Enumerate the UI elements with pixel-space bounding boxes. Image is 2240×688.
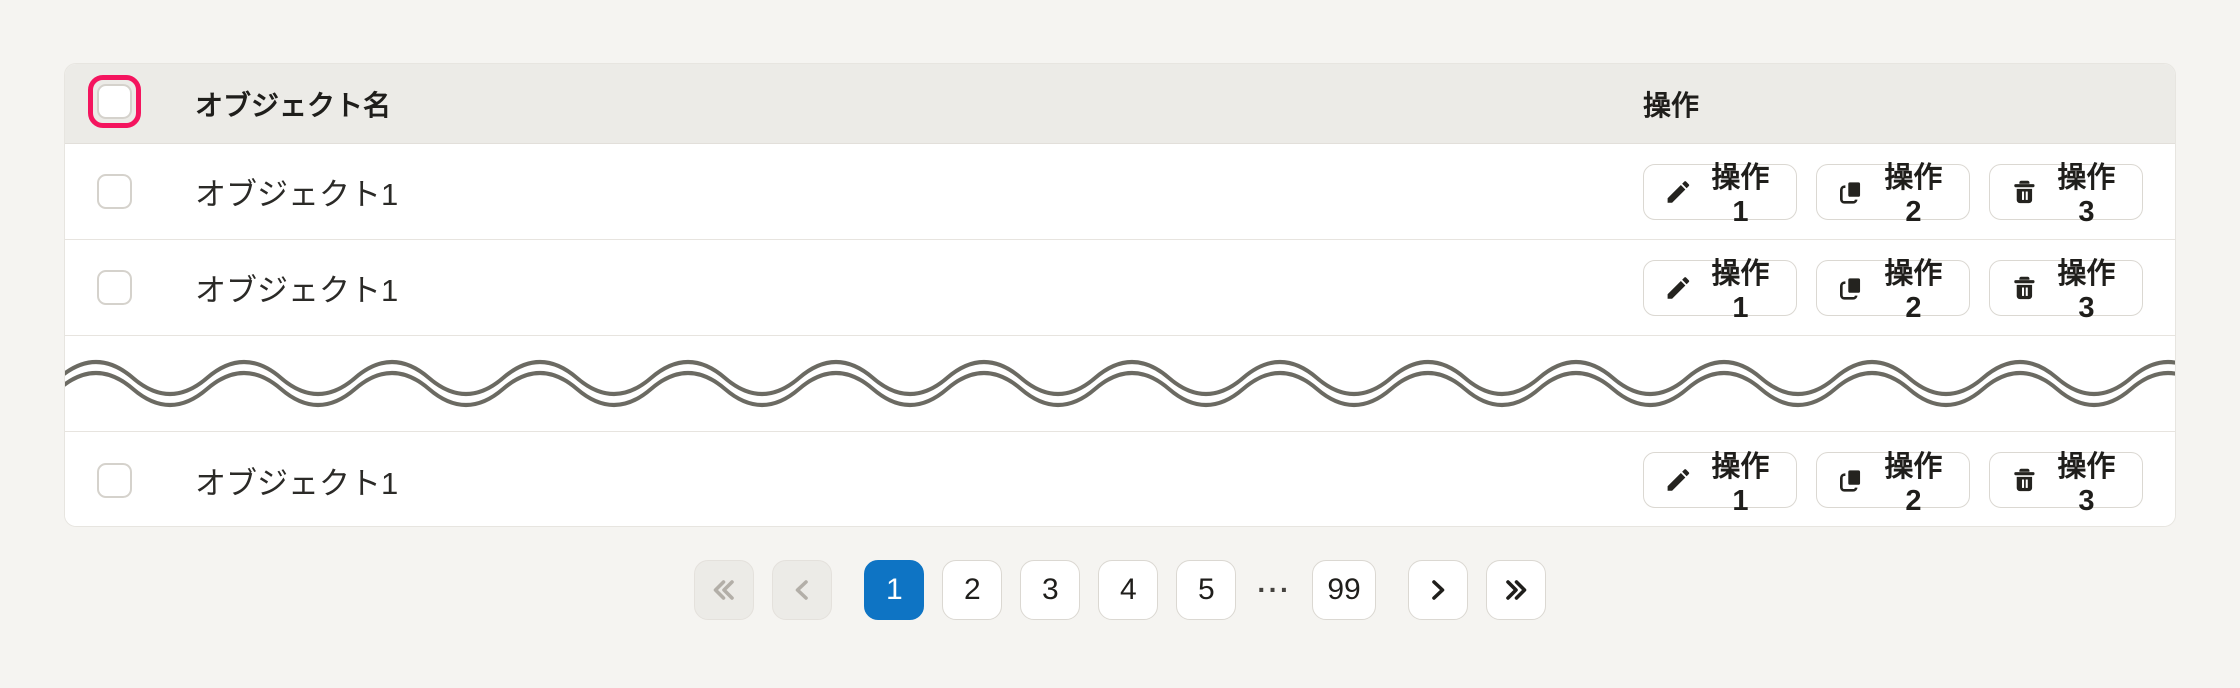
copy-icon [1840,467,1863,492]
row-checkbox[interactable] [97,462,132,498]
action-label: 操作1 [1711,162,1770,228]
chevrons-right-icon [1505,580,1526,600]
page-99-button[interactable]: 99 [1312,560,1376,620]
row-select-cell [97,270,133,305]
row-checkbox[interactable] [97,174,132,209]
action-label: 操作3 [2057,258,2116,324]
action-label: 操作3 [2057,162,2116,228]
action-label: 操作2 [1884,450,1943,517]
trash-icon [2014,468,2035,492]
truncation-row [65,336,2175,432]
page-2-button[interactable]: 2 [942,560,1003,620]
wavy-divider [65,359,2175,407]
row-select-cell [97,462,133,498]
row-select-cell [97,174,133,209]
last-page-button[interactable] [1485,560,1546,620]
delete-action-button[interactable]: 操作3 [1989,258,2143,324]
object-table: オブジェクト名 操作 オブジェクト1 操作1 操作2 操作3 [64,63,2176,527]
action-label: 操作3 [2057,450,2116,517]
table-row: オブジェクト1 操作1 操作2 操作3 [65,432,2175,526]
page-1-button[interactable]: 1 [864,560,925,620]
object-name: オブジェクト1 [195,273,399,308]
delete-action-button[interactable]: 操作3 [1989,162,2143,228]
page-3-button[interactable]: 3 [1020,560,1081,620]
chevron-right-icon [1431,580,1444,600]
copy-icon [1840,179,1863,204]
pencil-icon [1667,276,1690,299]
column-header-object-name: オブジェクト名 [195,89,392,121]
pencil-icon [1667,180,1690,203]
chevrons-left-icon [714,580,735,600]
select-all-focus-ring [88,74,141,128]
next-page-button[interactable] [1407,560,1468,620]
copy-icon [1840,275,1863,300]
page-number-group: 1 2 3 4 5 ··· 99 [864,560,1376,620]
pagination: 1 2 3 4 5 ··· 99 [0,560,2240,620]
delete-action-button[interactable]: 操作3 [1989,451,2143,517]
edit-action-button[interactable]: 操作1 [1643,162,1797,228]
row-checkbox[interactable] [97,270,132,305]
row-actions: 操作1 操作2 操作3 [1643,258,2143,324]
trash-icon [2014,180,2035,203]
column-header-actions: 操作 [1643,89,1700,121]
table-row: オブジェクト1 操作1 操作2 操作3 [65,240,2175,336]
first-page-button[interactable] [694,560,755,620]
object-name: オブジェクト1 [195,177,399,212]
object-name: オブジェクト1 [195,465,399,501]
trash-icon [2014,276,2035,299]
page-4-button[interactable]: 4 [1098,560,1159,620]
row-actions: 操作1 操作2 操作3 [1643,451,2143,517]
pencil-icon [1667,469,1690,491]
table-header-row: オブジェクト名 操作 [65,64,2175,144]
copy-action-button[interactable]: 操作2 [1816,162,1970,228]
action-label: 操作2 [1884,258,1943,324]
chevron-left-icon [796,580,809,600]
copy-action-button[interactable]: 操作2 [1816,258,1970,324]
copy-action-button[interactable]: 操作2 [1816,451,1970,517]
edit-action-button[interactable]: 操作1 [1643,451,1797,517]
action-label: 操作2 [1884,162,1943,228]
table-row: オブジェクト1 操作1 操作2 操作3 [65,144,2175,240]
edit-action-button[interactable]: 操作1 [1643,258,1797,324]
page-5-button[interactable]: 5 [1176,560,1237,620]
select-all-checkbox[interactable] [97,83,132,119]
action-label: 操作1 [1711,258,1770,324]
pagination-ellipsis: ··· [1257,574,1292,605]
prev-page-button[interactable] [772,560,833,620]
select-all-cell [88,74,141,128]
row-actions: 操作1 操作2 操作3 [1643,162,2143,228]
action-label: 操作1 [1711,450,1770,517]
